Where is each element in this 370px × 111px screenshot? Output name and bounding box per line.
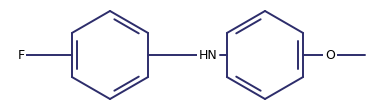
Text: F: F: [18, 49, 25, 61]
Text: HN: HN: [199, 49, 218, 61]
Text: O: O: [325, 49, 335, 61]
